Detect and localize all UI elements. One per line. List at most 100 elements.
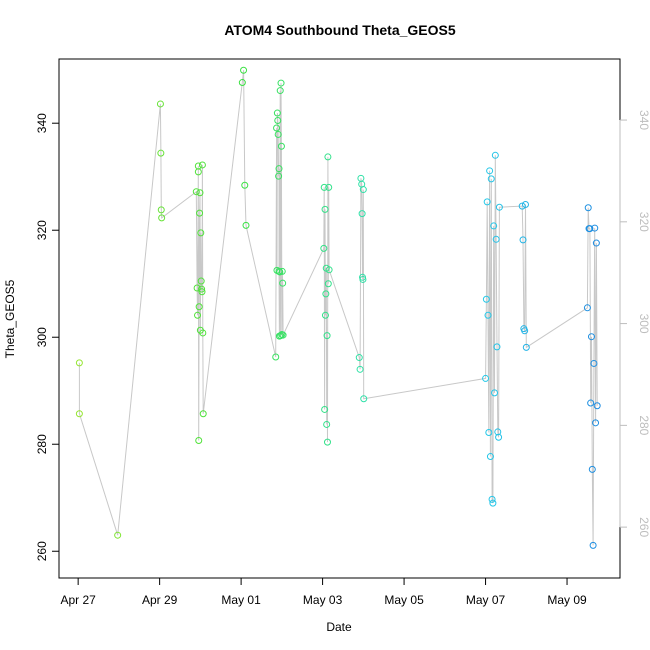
- data-point: [486, 453, 494, 461]
- data-point: [519, 236, 527, 244]
- data-point: [587, 333, 595, 341]
- data-point: [193, 284, 201, 292]
- data-point: [241, 181, 249, 189]
- data-point: [483, 198, 491, 206]
- data-point: [355, 354, 363, 362]
- data-point: [194, 311, 202, 319]
- data-point: [522, 343, 530, 351]
- data-point: [591, 224, 599, 232]
- data-point: [486, 167, 494, 175]
- data-point: [157, 206, 165, 214]
- y2-tick-label: 260: [637, 517, 650, 537]
- data-point: [356, 365, 364, 373]
- data-point: [279, 279, 287, 287]
- data-point: [592, 239, 600, 247]
- data-point: [242, 221, 250, 229]
- data-point: [323, 438, 331, 446]
- data-point: [195, 436, 203, 444]
- data-point: [593, 402, 601, 410]
- data-point: [273, 109, 281, 117]
- data-point: [196, 209, 204, 217]
- data-point: [274, 130, 282, 138]
- x-tick-label: May 09: [547, 593, 587, 607]
- data-point: [325, 266, 333, 274]
- y2-tick-label: 300: [637, 314, 650, 334]
- data-point: [583, 304, 591, 312]
- x-axis: Apr 27 Apr 29 May 01 May 03 May 05 May 07 May …: [60, 577, 587, 607]
- data-point: [495, 203, 503, 211]
- series-trace: [78, 70, 598, 546]
- data-point: [488, 495, 496, 503]
- data-point: [158, 214, 166, 222]
- data-point: [587, 399, 595, 407]
- data-point: [320, 244, 328, 252]
- x-tick-label: May 05: [384, 593, 424, 607]
- data-point: [157, 149, 165, 157]
- y-axis-label: Theta_GEOS5: [3, 279, 17, 358]
- data-point: [586, 225, 594, 233]
- data-point: [198, 288, 206, 296]
- data-point: [276, 87, 284, 95]
- data-point: [197, 229, 205, 237]
- data-point: [323, 420, 331, 428]
- data-point: [277, 142, 285, 150]
- data-point: [482, 374, 490, 382]
- data-point: [114, 531, 122, 539]
- y-tick-label: 320: [35, 220, 49, 240]
- data-point: [592, 419, 600, 427]
- data-point: [272, 353, 280, 361]
- data-point: [278, 267, 286, 275]
- data-point: [521, 201, 529, 209]
- data-point: [494, 428, 502, 436]
- data-point: [322, 290, 330, 298]
- data-point: [240, 66, 248, 74]
- data-point: [325, 183, 333, 191]
- data-point: [588, 465, 596, 473]
- data-point: [275, 165, 283, 173]
- data-point: [198, 285, 206, 293]
- data-point: [491, 389, 499, 397]
- data-point: [590, 359, 598, 367]
- data-point: [321, 405, 329, 413]
- x-tick-label: Apr 27: [60, 593, 96, 607]
- y2-axis-right: 260 280 300 320 340: [619, 110, 650, 537]
- data-point: [490, 222, 498, 230]
- data-point: [321, 205, 329, 213]
- chart-title: ATOM4 Southbound Theta_GEOS5: [224, 22, 455, 38]
- x-tick-label: May 07: [466, 593, 506, 607]
- y-tick-label: 260: [35, 541, 49, 561]
- y-axis: 260 280 300 320 340: [35, 113, 60, 561]
- y2-tick-label: 340: [637, 110, 650, 130]
- data-point: [199, 410, 207, 418]
- data-point: [487, 175, 495, 183]
- x-tick-label: Apr 29: [142, 593, 178, 607]
- data-point: [199, 329, 207, 337]
- data-point: [495, 433, 503, 441]
- data-point: [358, 210, 366, 218]
- data-point: [491, 151, 499, 159]
- data-point: [196, 189, 204, 197]
- data-point: [518, 202, 526, 210]
- data-point: [482, 295, 490, 303]
- y2-tick-label: 320: [637, 212, 650, 232]
- data-point: [493, 343, 501, 351]
- y-tick-label: 280: [35, 434, 49, 454]
- data-point: [273, 124, 281, 132]
- data-point: [194, 162, 202, 170]
- series-lines: [78, 70, 598, 546]
- data-point: [359, 275, 367, 283]
- data-point: [359, 186, 367, 194]
- data-point: [275, 172, 283, 180]
- data-point: [360, 395, 368, 403]
- data-point: [197, 277, 205, 285]
- data-point: [485, 428, 493, 436]
- data-point: [277, 79, 285, 87]
- data-point: [192, 188, 200, 196]
- x-tick-label: May 01: [221, 593, 261, 607]
- data-point: [238, 79, 246, 87]
- data-point: [324, 280, 332, 288]
- plot-frame: [58, 58, 621, 579]
- y-tick-label: 340: [35, 113, 49, 133]
- x-tick-label: May 03: [303, 593, 343, 607]
